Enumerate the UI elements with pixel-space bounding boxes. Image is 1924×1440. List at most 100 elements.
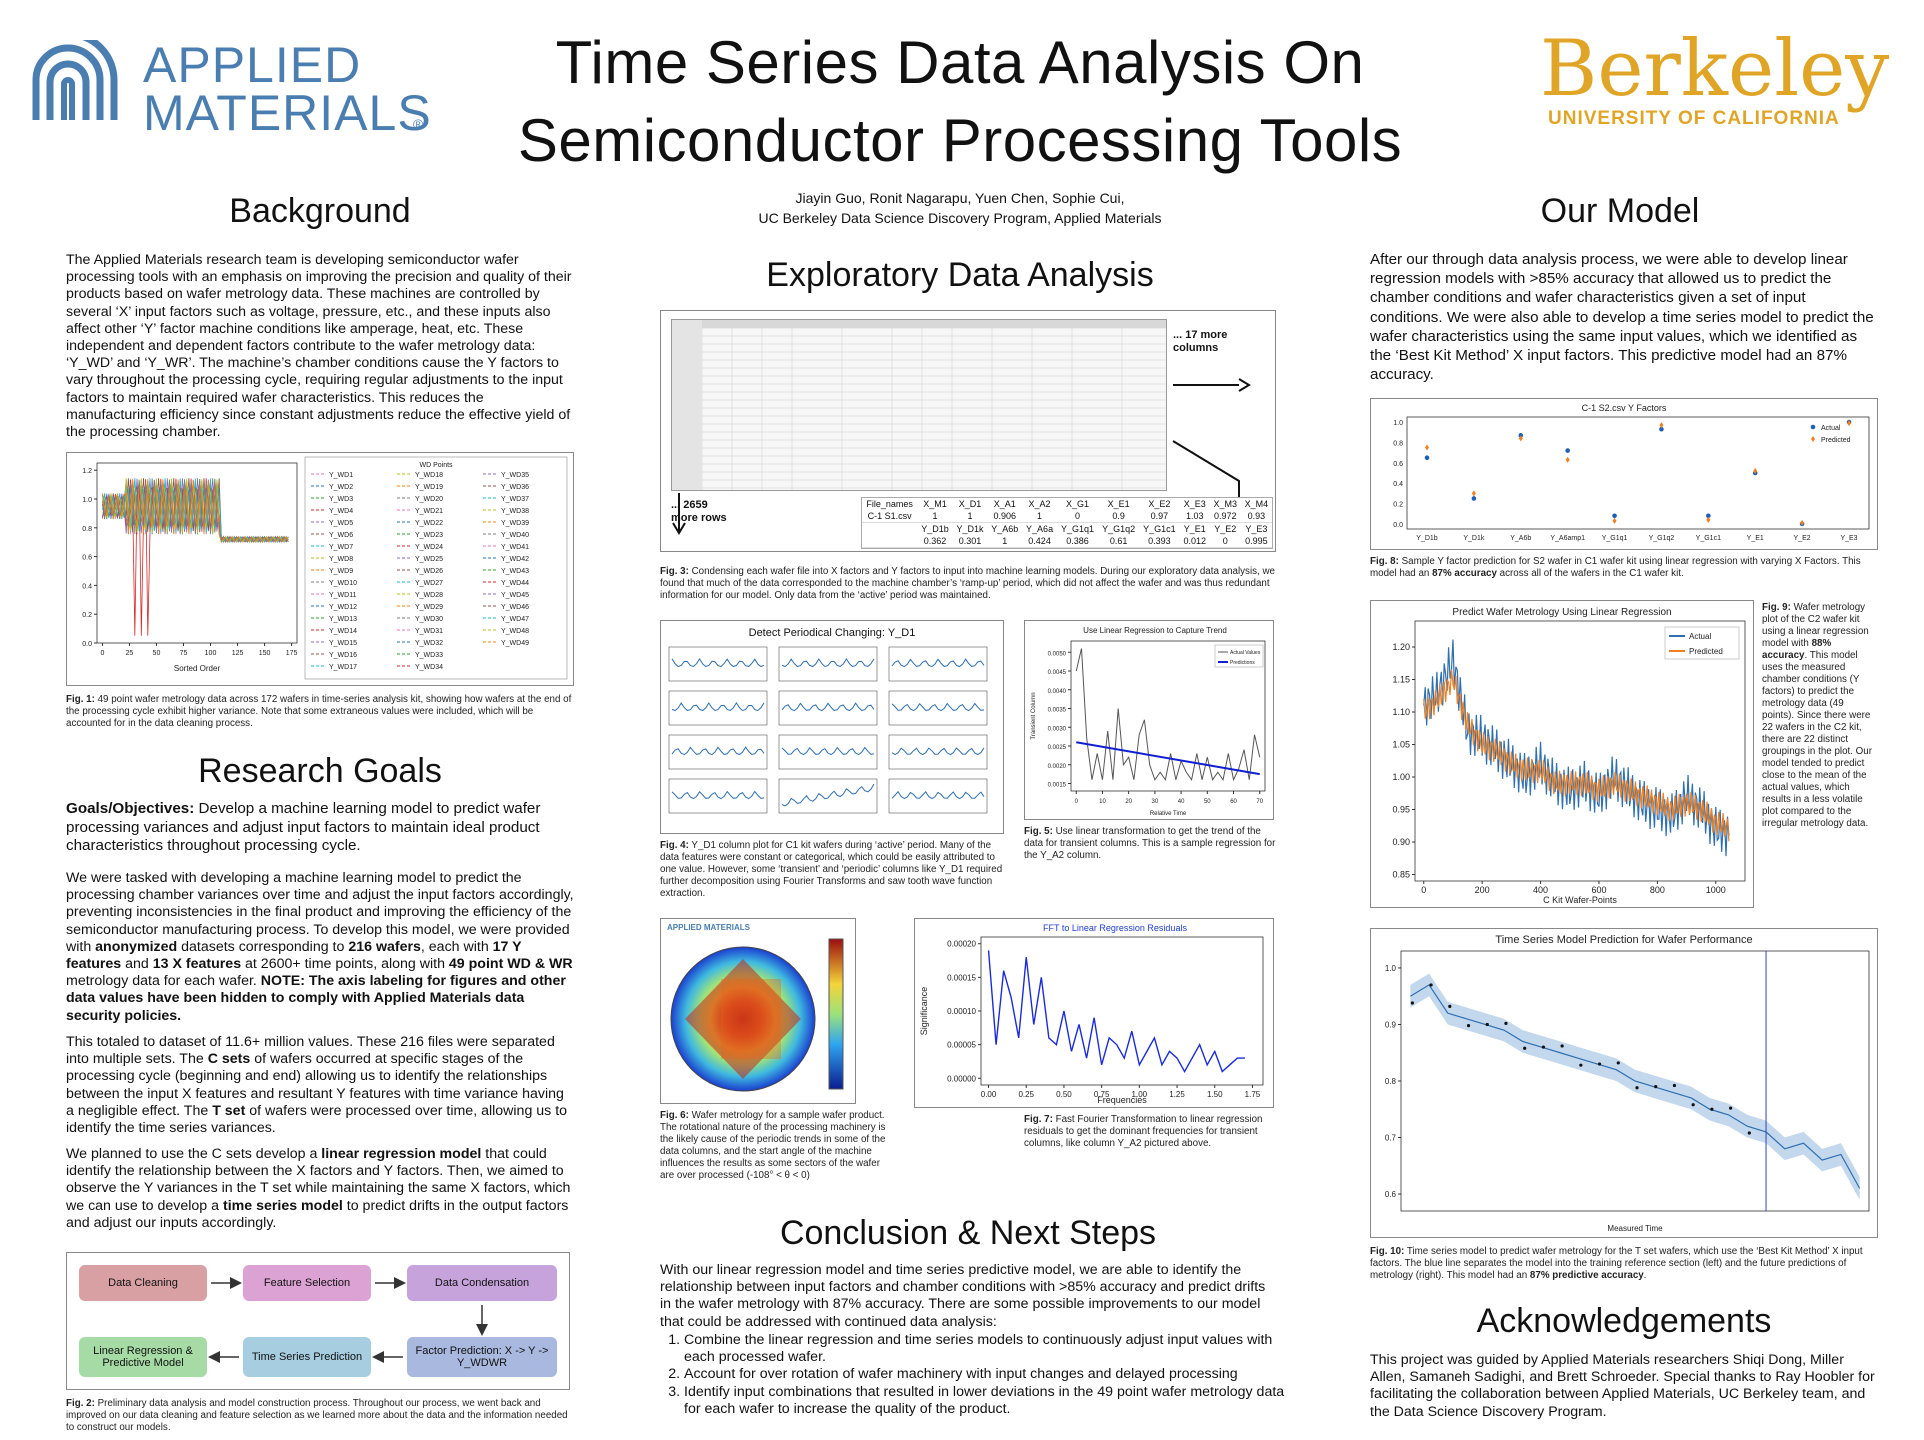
y-tick-label: 0.9 [1385, 1020, 1397, 1029]
fig4-series-line [891, 658, 985, 668]
fig5-title: Use Linear Regression to Capture Trend [1083, 626, 1227, 635]
condensed-cell: X_E2 [1148, 499, 1171, 509]
legend-entry: Y_WD43 [501, 568, 529, 575]
condensed-cell: X_A2 [1028, 499, 1051, 509]
fig7-caption-text: Fast Fourier Transformation to linear re… [1024, 1114, 1263, 1149]
condensed-cell: 1.03 [1179, 510, 1210, 523]
fig10-observed-point [1635, 1086, 1639, 1090]
fig4-small-multiples [668, 646, 988, 814]
x-tick-label: Y_A6b [1510, 535, 1531, 542]
logo-word-materials: MATERIALS [143, 85, 432, 141]
fig5-ylabel: Transient Column [1031, 692, 1037, 739]
p3-b: linear regression model [321, 1146, 482, 1162]
fig8-predicted-point [1847, 420, 1851, 427]
x-tick-label: Y_E1 [1747, 535, 1764, 542]
research-goals-heading: Research Goals [198, 752, 442, 790]
p2-c: of wafers occurred at specific stages of… [66, 1051, 564, 1119]
condensed-cell: 0.906 [987, 510, 1023, 523]
y-tick-label: 0.2 [1393, 502, 1403, 509]
condensed-cell: X_A1 [993, 499, 1016, 509]
legend-entry: Y_WD26 [415, 568, 443, 575]
x-tick-label: 50 [1204, 799, 1211, 805]
wafer-warm-region [721, 979, 781, 1059]
fig1-xlabel: Sorted Order [174, 664, 221, 673]
fig10-observed-point [1504, 1021, 1508, 1025]
fig8-actual-point [1659, 426, 1664, 432]
plot-frame [96, 462, 298, 644]
legend-entry: Y_WD18 [415, 472, 443, 479]
y-tick-label: 0.8 [1385, 1077, 1397, 1086]
condensed-cell: X_G1 [1065, 499, 1089, 509]
legend-entry: Y_WD1 [329, 472, 353, 479]
fig8-predicted-point [1753, 467, 1758, 474]
y-tick-label: 1.2 [82, 468, 92, 475]
fig1-caption: Fig. 1: 49 point wafer metrology data ac… [66, 694, 574, 730]
fig4-series-line [891, 790, 985, 800]
wafer-hotspot [685, 959, 801, 1079]
x-tick-label: Y_A6amp1 [1550, 535, 1585, 542]
condensed-value-row-1: C-1 S1.csv 1 1 0.906 1 0 0.9 0.97 1.03 0.972 0.93 [862, 510, 1272, 523]
legend-entry: Y_WD17 [329, 664, 357, 671]
acknowledgements-text: This project was guided by Applied Mater… [1370, 1352, 1875, 1420]
y-tick-label: 0.0045 [1048, 670, 1067, 676]
legend-entry: Y_WD11 [329, 592, 357, 599]
p2-a: This totaled to dataset of 11.6+ million… [66, 1034, 555, 1068]
fig10-confidence-band [1410, 973, 1860, 1200]
fig10-observed-point [1410, 1001, 1414, 1005]
acknowledgements-heading: Acknowledgements [1476, 1302, 1772, 1340]
y-tick-label: 0.95 [1392, 805, 1410, 815]
legend-entry: Y_WD34 [415, 664, 443, 671]
x-tick-label: 40 [1178, 799, 1185, 805]
condensed-cell: 1 [952, 510, 988, 523]
fig8-actual-point [1471, 496, 1477, 501]
plot-frame [1414, 620, 1746, 882]
goals-paragraph-2: This totaled to dataset of 11.6+ million… [66, 1034, 574, 1137]
y-tick-label: 0.4 [82, 583, 92, 590]
condensed-cell: 0.97 [1139, 510, 1180, 523]
x-tick-label: Y_G1q1 [1602, 535, 1628, 542]
x-tick-label: Y_E3 [1840, 535, 1857, 542]
fig6-caption: Fig. 6: Wafer metrology for a sample waf… [660, 1110, 890, 1182]
fig6-logo: APPLIED MATERIALS [667, 923, 750, 932]
fig8-predicted-point [1425, 444, 1429, 451]
title-line-2: Semiconductor Processing Tools [517, 107, 1403, 174]
fig9-actual-line [1423, 639, 1730, 857]
more-columns-note: ... 17 more columns [1173, 329, 1228, 354]
p1-g: and [121, 956, 153, 973]
x-tick-label: 100 [205, 650, 217, 657]
fig9-title: Predict Wafer Metrology Using Linear Reg… [1452, 607, 1671, 618]
fig4-label: Fig. 4: [660, 840, 689, 851]
legend-entry: Y_WD28 [415, 592, 443, 599]
fig8-svg: C-1 S2.csv Y Factors 0.0 0.2 0.4 0.6 0.8 1.0 Y_… [1393, 403, 1870, 542]
condensed-cell: X_M3 [1213, 499, 1238, 509]
y-tick-label: 0.8 [82, 526, 92, 533]
fig4-caption: Fig. 4: Y_D1 column plot for C1 kit wafe… [660, 840, 1004, 900]
p3-a: We planned to use the C sets develop a [66, 1146, 322, 1162]
y-tick-label: 0.6 [1393, 461, 1403, 468]
y-tick-label: 0.0040 [1048, 689, 1067, 695]
fig8-predicted-point [1565, 456, 1570, 463]
fig3-caption: Fig. 3: Condensing each wafer file into … [660, 566, 1276, 602]
legend-entry: Y_WD25 [415, 556, 443, 563]
fig9-legend-entry: Actual [1689, 632, 1711, 641]
fig10-observed-point [1485, 1022, 1489, 1027]
fig6-svg [670, 938, 844, 1092]
x-tick-label: 70 [1256, 799, 1263, 805]
condensed-cell: C-1 S1.csv [862, 510, 918, 523]
fig4-panel [888, 690, 988, 726]
fig7-chart: FFT to Linear Regression Residuals 0.0000… [914, 918, 1274, 1108]
p1-k: metrology data for each wafer. [66, 973, 261, 990]
legend-frame [304, 456, 568, 680]
legend-entry: Y_WD8 [329, 556, 353, 563]
colorbar [828, 938, 844, 1090]
fig4-panel [778, 690, 878, 726]
poster-title: Time Series Data Analysis On Semiconduct… [440, 24, 1480, 180]
condensed-table: File_names X_M1 X_D1 X_A1 X_A2 X_G1 X_E1 X_E2 X_… [861, 497, 1273, 549]
fig10-xlabel: Measured Time [1607, 1224, 1663, 1233]
y-tick-label: 0.00020 [947, 940, 976, 949]
fig8-actual-point [1518, 433, 1524, 438]
legend-entry: Y_WD37 [501, 496, 529, 503]
fig4-series-line [671, 746, 765, 756]
legend-entry: Y_WD38 [501, 508, 529, 515]
fig10-observed-point [1672, 1083, 1677, 1088]
